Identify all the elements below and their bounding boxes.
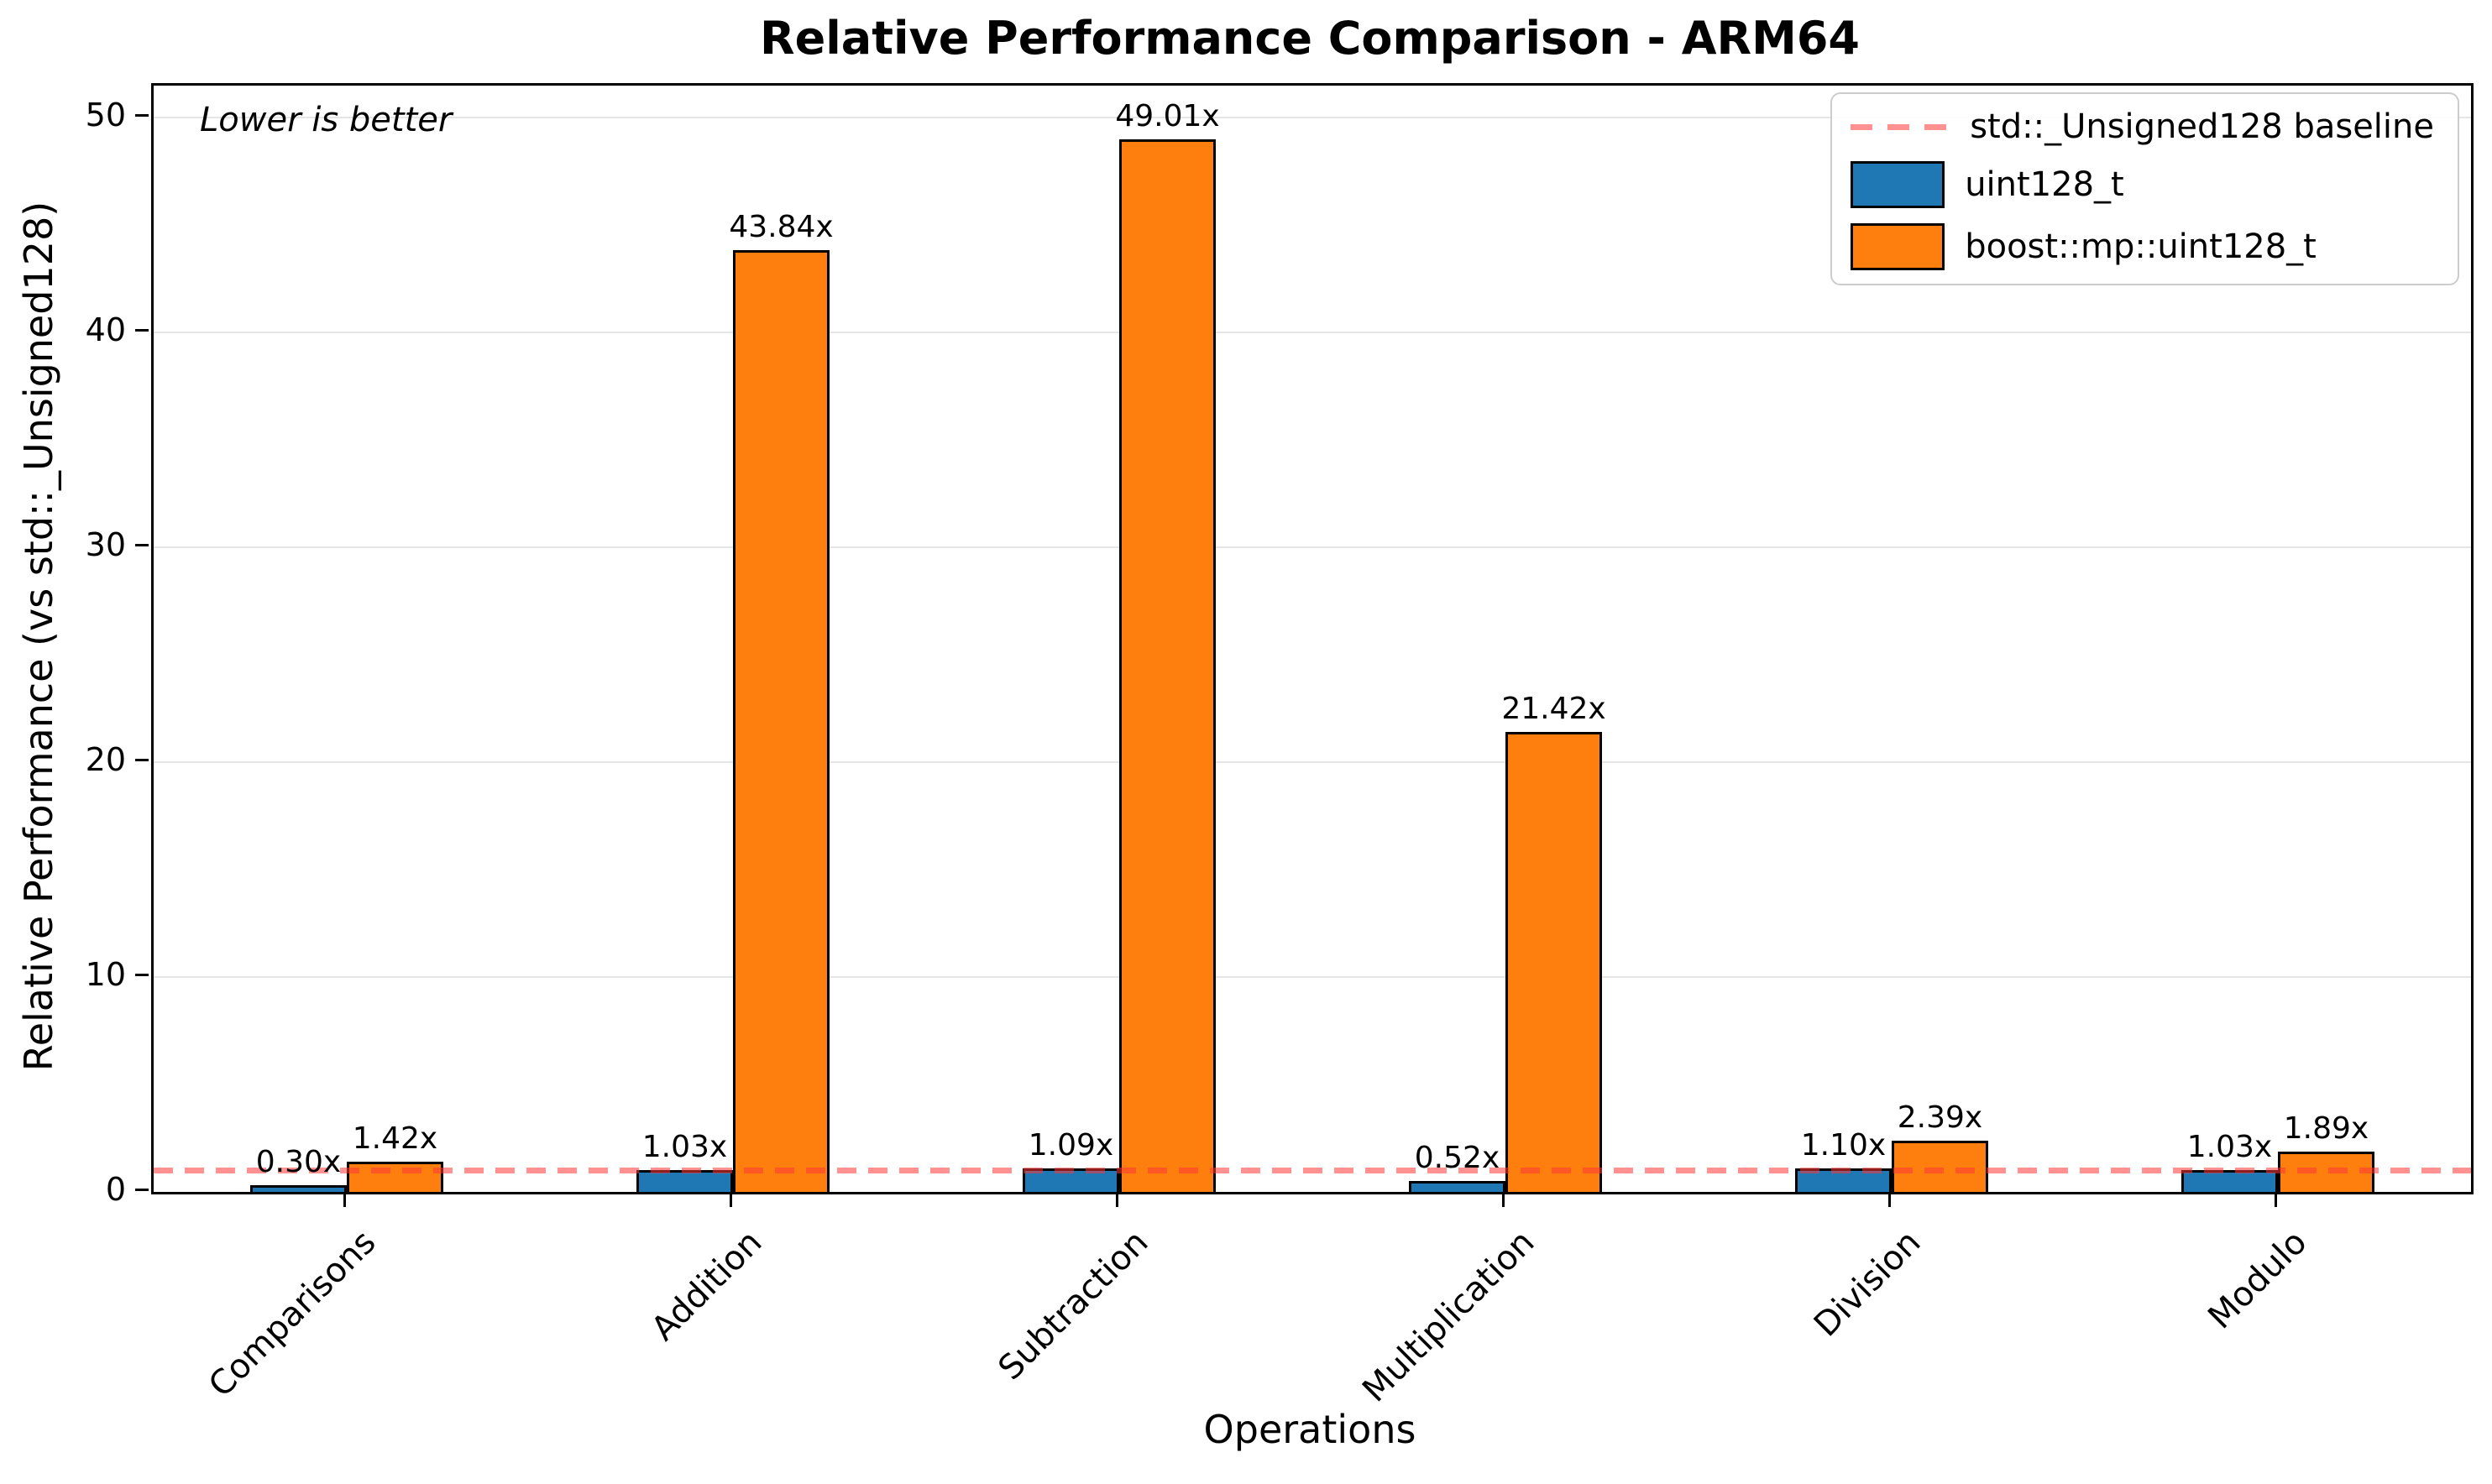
- legend-item-boost: boost::mp::uint128_t: [1851, 223, 2434, 270]
- bar-multiplication-uint128: [1409, 1180, 1505, 1192]
- bar-value-label: 1.89x: [2283, 1110, 2369, 1146]
- bar-addition-boost: [733, 250, 830, 1192]
- x-tick-label-addition: Addition: [644, 1223, 770, 1349]
- uint128-swatch-icon: [1851, 161, 1945, 208]
- x-tick-mark: [1501, 1192, 1505, 1207]
- y-tick-label: 50: [85, 97, 126, 134]
- boost-swatch-icon: [1851, 223, 1945, 270]
- y-tick-mark: [135, 758, 149, 761]
- gridline-y30: [154, 546, 2471, 549]
- x-axis-label: Operations: [1203, 1407, 1416, 1452]
- x-tick-label-modulo: Modulo: [2201, 1223, 2315, 1337]
- legend-label: boost::mp::uint128_t: [1965, 227, 2317, 266]
- legend-label: uint128_t: [1965, 165, 2124, 204]
- bar-value-label: 1.42x: [352, 1121, 438, 1156]
- bar-value-label: 1.03x: [2186, 1129, 2273, 1164]
- x-tick-mark: [1887, 1192, 1891, 1207]
- bar-value-label: 21.42x: [1501, 691, 1606, 726]
- y-tick-label: 10: [85, 956, 126, 994]
- y-tick-label: 20: [85, 741, 126, 779]
- y-tick-label: 0: [105, 1171, 126, 1208]
- y-tick-mark: [135, 113, 149, 117]
- bar-subtraction-boost: [1119, 138, 1216, 1192]
- y-tick-label: 30: [85, 526, 126, 564]
- bar-value-label: 2.39x: [1897, 1100, 1983, 1135]
- y-tick-mark: [135, 973, 149, 976]
- baseline-dash-icon: [1851, 123, 1950, 130]
- bar-comparisons-boost: [347, 1161, 443, 1192]
- bar-value-label: 43.84x: [729, 210, 834, 245]
- plot-area: Lower is better std::_Unsigned128 baseli…: [151, 83, 2474, 1194]
- bar-division-boost: [1892, 1140, 1988, 1192]
- y-tick-mark: [135, 1188, 149, 1191]
- x-tick-mark: [343, 1192, 346, 1207]
- bar-value-label: 49.01x: [1115, 98, 1220, 133]
- x-tick-label-multiplication: Multiplication: [1355, 1223, 1542, 1410]
- x-tick-label-comparisons: Comparisons: [201, 1223, 384, 1405]
- bar-comparisons-uint128: [250, 1185, 347, 1192]
- x-tick-label-subtraction: Subtraction: [991, 1223, 1156, 1388]
- y-tick-mark: [135, 543, 149, 546]
- y-axis-label: Relative Performance (vs std::_Unsigned1…: [16, 201, 61, 1072]
- gridline-y10: [154, 976, 2471, 979]
- legend-item-baseline: std::_Unsigned128 baseline: [1851, 107, 2434, 146]
- lower-is-better-annotation: Lower is better: [200, 101, 453, 139]
- x-tick-mark: [2274, 1192, 2277, 1207]
- x-tick-mark: [729, 1192, 732, 1207]
- x-tick-label-division: Division: [1806, 1223, 1929, 1345]
- baseline-dashed-line: [154, 1167, 2471, 1173]
- x-tick-mark: [1115, 1192, 1118, 1207]
- bar-value-label: 0.30x: [255, 1145, 342, 1180]
- bar-value-label: 0.52x: [1414, 1140, 1500, 1175]
- gridline-y40: [154, 332, 2471, 334]
- bar-value-label: 1.10x: [1800, 1127, 1887, 1163]
- legend-item-uint128: uint128_t: [1851, 161, 2434, 208]
- bar-multiplication-boost: [1505, 731, 1602, 1192]
- legend-label: std::_Unsigned128 baseline: [1970, 107, 2434, 146]
- chart-title: Relative Performance Comparison - ARM64: [760, 12, 1860, 65]
- y-tick-mark: [135, 328, 149, 332]
- bar-value-label: 1.09x: [1028, 1128, 1114, 1163]
- gridline-y50: [154, 117, 2471, 119]
- bar-value-label: 1.03x: [641, 1129, 728, 1164]
- gridline-y20: [154, 761, 2471, 764]
- legend: std::_Unsigned128 baseline uint128_t boo…: [1830, 92, 2459, 285]
- y-tick-label: 40: [85, 311, 126, 349]
